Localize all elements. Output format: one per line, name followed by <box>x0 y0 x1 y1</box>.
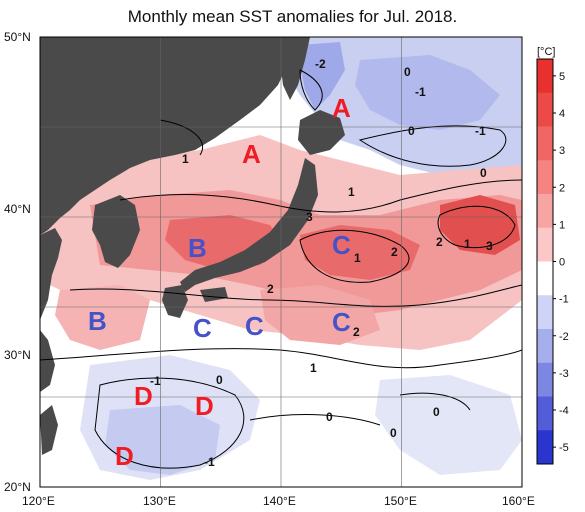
region-label-a: A <box>242 139 261 169</box>
colorbar-cell <box>537 92 553 127</box>
land-shikoku <box>200 287 228 302</box>
colorbar-cell <box>537 329 553 364</box>
contour-label: 0 <box>480 166 487 180</box>
contour-label: -1 <box>150 374 161 388</box>
colorbar-tick-label: -5 <box>559 442 569 454</box>
colorbar-tick-label: -2 <box>559 331 569 343</box>
colorbar-cell <box>537 227 553 262</box>
cool-zone-south-mid <box>105 405 220 475</box>
lat-label-30n: 30°N <box>4 348 31 362</box>
lon-label-120e: 120°E <box>22 494 55 508</box>
colorbar-cell <box>537 295 553 330</box>
colorbar-cell <box>537 261 553 296</box>
colorbar-tick-label: 0 <box>559 257 565 269</box>
contour-label: 1 <box>348 185 355 199</box>
colorbar-cells <box>537 59 553 465</box>
land-asia <box>40 37 290 235</box>
contour-label: 0 <box>216 373 223 387</box>
colorbar-tick-labels: 5 4 3 2 1 0 -1 -2 -3 -4 -5 <box>553 71 569 454</box>
colorbar-cell <box>537 126 553 161</box>
colorbar-cell <box>537 59 553 94</box>
region-label-a: A <box>332 93 351 123</box>
contour-label: 1 <box>182 152 189 166</box>
cool-zone-south-east <box>375 375 522 475</box>
colorbar-tick-label: 3 <box>559 145 565 157</box>
region-label-c: C <box>332 230 351 260</box>
colorbar-tick-label: 5 <box>559 71 565 83</box>
contour-label: 2 <box>353 325 360 339</box>
colorbar-cell <box>537 194 553 229</box>
region-label-c: C <box>193 313 212 343</box>
contour-label: -1 <box>204 455 215 469</box>
region-label-c: C <box>332 307 351 337</box>
lon-label-140e: 140°E <box>263 494 296 508</box>
contour-label: -1 <box>415 85 426 99</box>
contour-label: 2 <box>391 245 398 259</box>
colorbar-tick-label: -4 <box>559 405 569 417</box>
lon-label-160e: 160°E <box>502 494 535 508</box>
lat-label-40n: 40°N <box>4 202 31 216</box>
contour-label: 0 <box>326 410 333 424</box>
region-label-b: B <box>88 306 107 336</box>
contour-label: 0 <box>390 426 397 440</box>
colorbar-cell <box>537 430 553 465</box>
contour-label: 0 <box>408 124 415 138</box>
contour-label: -1 <box>475 124 486 138</box>
land-kyushu <box>162 285 188 318</box>
cool-zone-north-deep <box>300 42 345 110</box>
colorbar-cell <box>537 362 553 397</box>
contour-label: 1 <box>310 361 317 375</box>
region-label-d: D <box>195 391 214 421</box>
contour-label: 3 <box>306 210 313 224</box>
region-label-b: B <box>188 233 207 263</box>
lat-label-20n: 20°N <box>4 480 31 494</box>
region-label-c: C <box>245 311 264 341</box>
land-china-south <box>40 330 55 392</box>
contour-lines <box>40 69 522 469</box>
map-frame <box>39 36 523 488</box>
contour-value-labels: -2 0 -1 0 -1 0 1 1 3 2 1 3 2 1 2 2 1 -1 … <box>150 57 493 469</box>
contour-label: 1 <box>464 237 471 251</box>
land-korea <box>92 195 140 268</box>
map-title: Monthly mean SST anomalies for Jul. 2018… <box>127 7 458 26</box>
colorbar-tick-label: -1 <box>559 294 569 306</box>
contour-label: 3 <box>486 239 493 253</box>
colorbar-tick-label: 2 <box>559 182 565 194</box>
lon-label-150e: 150°E <box>384 494 417 508</box>
warm-belt-core-far-east <box>440 195 520 255</box>
region-label-d: D <box>115 441 134 471</box>
colorbar-unit: [°C] <box>537 46 555 58</box>
contour-label: 2 <box>267 282 274 296</box>
colorbar-cell <box>537 396 553 431</box>
contour-label: -2 <box>315 57 326 71</box>
colorbar-tick-label: 1 <box>559 219 565 231</box>
warm-south-japan <box>260 285 380 345</box>
warm-east-china-sea <box>55 285 150 350</box>
colorbar: [°C] 5 4 3 2 1 0 -1 -2 -3 -4 -5 <box>536 46 569 465</box>
colorbar-tick-label: -3 <box>559 368 569 380</box>
region-label-d: D <box>134 381 153 411</box>
contour-label: 1 <box>354 251 361 265</box>
lat-label-50n: 50°N <box>4 30 31 44</box>
grid-lines <box>40 37 522 487</box>
contour-label: 0 <box>404 65 411 79</box>
map-body <box>40 37 522 487</box>
land-honshu <box>180 158 318 292</box>
colorbar-cell <box>537 160 553 195</box>
warm-belt-core-east <box>300 225 420 280</box>
contour-label: 0 <box>433 405 440 419</box>
lon-label-130e: 130°E <box>143 494 176 508</box>
land-china-coast <box>40 228 62 320</box>
cool-zone-north-mid <box>355 55 500 130</box>
land-sakhalin <box>280 37 310 100</box>
contour-label: 2 <box>436 235 443 249</box>
colorbar-tick-label: 4 <box>559 108 565 120</box>
land-hokkaido <box>298 110 345 155</box>
land-taiwan <box>40 405 58 455</box>
